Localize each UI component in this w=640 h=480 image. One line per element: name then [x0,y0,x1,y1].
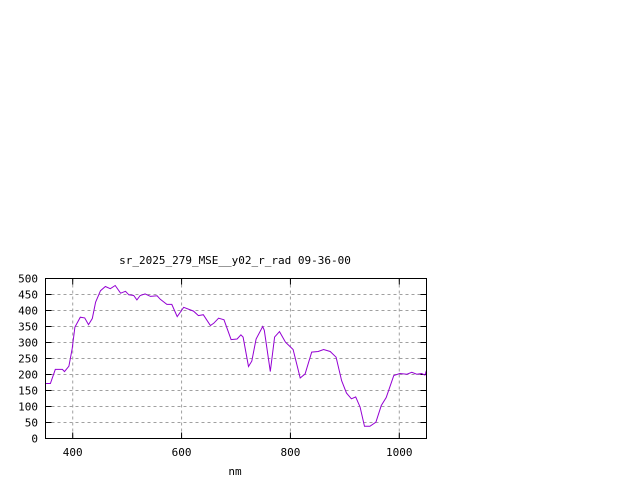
x-tick-label: 800 [280,446,300,459]
y-tick-label: 350 [18,321,38,334]
y-tick-label: 400 [18,305,38,318]
grid [45,278,427,439]
y-tick-label: 500 [18,273,38,286]
series-line [45,284,427,427]
x-tick-label: 1000 [386,446,413,459]
y-tick-label: 150 [18,385,38,398]
y-tick-label: 450 [18,289,38,302]
y-tick-label: 250 [18,353,38,366]
y-axis: 0 50 100 150 200 250 300 350 400 450 500 [18,273,427,446]
x-axis-label: nm [228,465,242,478]
y-tick-label: 200 [18,369,38,382]
chart-title: sr_2025_279_MSE__y02_r_rad 09-36-00 [119,254,351,267]
x-axis: 400 600 800 1000 [63,278,413,459]
y-tick-label: 300 [18,337,38,350]
y-tick-label: 50 [25,417,38,430]
y-tick-label: 100 [18,401,38,414]
x-tick-label: 400 [63,446,83,459]
plot-border [45,278,427,439]
x-tick-label: 600 [172,446,192,459]
y-tick-label: 0 [31,433,38,446]
